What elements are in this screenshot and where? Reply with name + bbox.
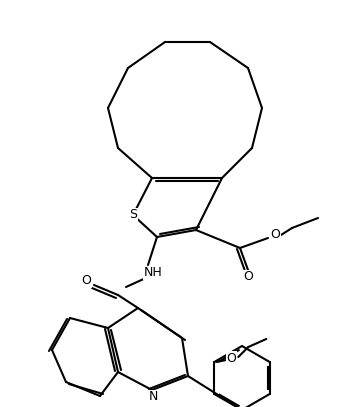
Text: N: N xyxy=(148,390,158,403)
Text: NH: NH xyxy=(144,267,162,280)
Text: O: O xyxy=(81,274,91,287)
Text: O: O xyxy=(226,352,236,365)
Text: S: S xyxy=(129,208,137,221)
Text: O: O xyxy=(270,228,280,241)
Text: O: O xyxy=(243,271,253,284)
